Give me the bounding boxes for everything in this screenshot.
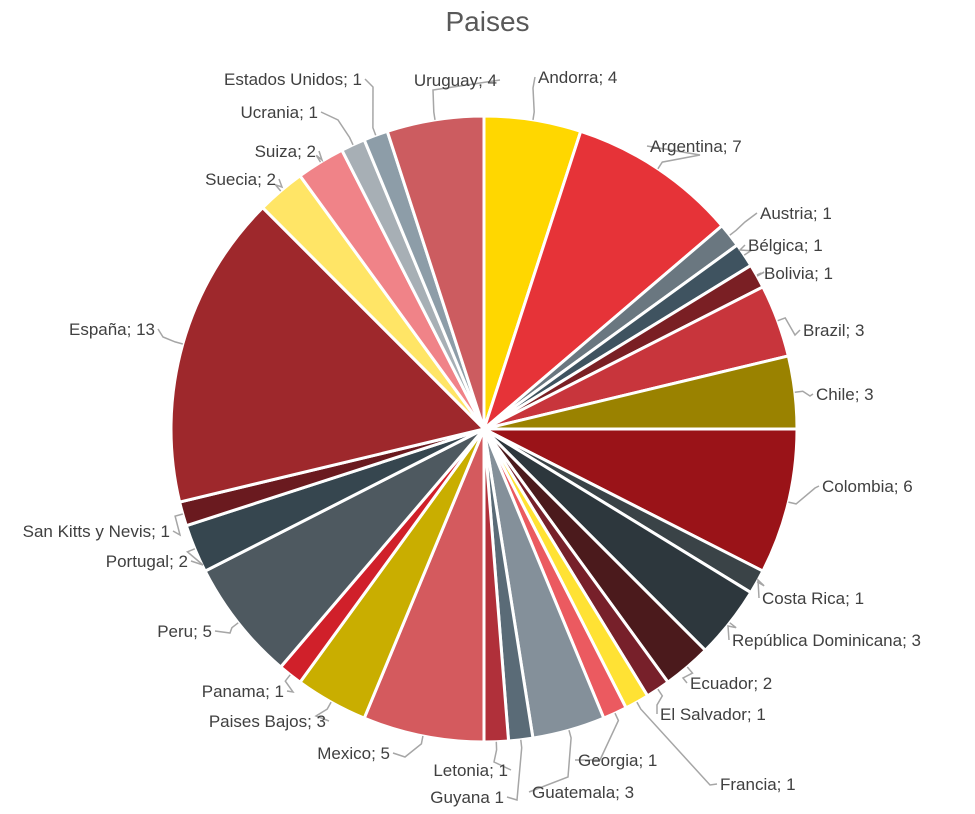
slice-label-rep-blica-dominicana: República Dominicana; 3 bbox=[732, 631, 921, 650]
leader-line-austria bbox=[729, 212, 758, 236]
leader-line-bolivia bbox=[756, 271, 765, 277]
leader-line-el-salvador bbox=[656, 688, 664, 714]
pie-slice-colombia bbox=[483, 427, 799, 574]
slice-label-costa-rica: Costa Rica; 1 bbox=[762, 589, 864, 608]
chart-title: Paises bbox=[445, 6, 530, 37]
leader-line-suiza bbox=[315, 150, 324, 163]
slice-label-b-lgica: Bélgica; 1 bbox=[748, 236, 823, 255]
leader-line-espa-a bbox=[157, 328, 183, 345]
leader-line-georgia bbox=[575, 712, 620, 761]
pie-slice-mexico bbox=[362, 428, 486, 744]
leader-line-guatemala bbox=[528, 730, 572, 793]
slice-label-uruguay: Uruguay; 4 bbox=[414, 71, 497, 90]
leader-line-letonia bbox=[493, 741, 512, 771]
leader-line-argentina bbox=[646, 145, 701, 170]
leader-line-b-lgica bbox=[738, 244, 754, 256]
slice-label-argentina: Argentina; 7 bbox=[650, 137, 742, 156]
slice-label-ucrania: Ucrania; 1 bbox=[241, 103, 318, 122]
pie-slice-peru bbox=[203, 427, 486, 670]
leader-line-ucrania bbox=[320, 111, 354, 146]
pie-slice-uruguay bbox=[385, 114, 486, 430]
leader-line-panama bbox=[284, 674, 295, 694]
leader-line-uruguay bbox=[432, 79, 501, 121]
leader-line-francia bbox=[636, 701, 718, 786]
leader-line-brazil bbox=[777, 316, 801, 337]
slice-label-panama: Panama; 1 bbox=[202, 682, 284, 701]
slice-label-suiza: Suiza; 2 bbox=[255, 142, 316, 161]
slice-label-el-salvador: El Salvador; 1 bbox=[660, 705, 766, 724]
slice-label-letonia: Letonia; 1 bbox=[433, 761, 508, 780]
slice-label-portugal: Portugal; 2 bbox=[106, 552, 188, 571]
slice-label-guatemala: Guatemala; 3 bbox=[532, 783, 634, 802]
leader-line-rep-blica-dominicana bbox=[727, 622, 737, 641]
slice-label-guyana: Guyana 1 bbox=[430, 788, 504, 807]
slice-label-paises-bajos: Paises Bajos; 3 bbox=[209, 712, 326, 731]
leader-line-ecuador bbox=[681, 666, 694, 684]
slice-label-suecia: Suecia; 2 bbox=[205, 170, 276, 189]
leader-line-estados-unidos bbox=[364, 78, 377, 136]
leader-line-chile bbox=[794, 390, 814, 397]
slice-label-chile: Chile; 3 bbox=[816, 385, 874, 404]
slice-label-colombia: Colombia; 6 bbox=[822, 477, 913, 496]
slice-label-mexico: Mexico; 5 bbox=[317, 744, 390, 763]
leader-line-san-kitts-y-nevis bbox=[172, 513, 183, 537]
slice-label-bolivia: Bolivia; 1 bbox=[764, 264, 833, 283]
leader-line-paises-bajos bbox=[314, 701, 332, 722]
slice-label-andorra: Andorra; 4 bbox=[538, 68, 617, 87]
slice-label-estados-unidos: Estados Unidos; 1 bbox=[224, 70, 362, 89]
leader-line-costa-rica bbox=[756, 578, 765, 599]
leader-line-portugal bbox=[185, 548, 204, 566]
slice-label-ecuador: Ecuador; 2 bbox=[690, 674, 772, 693]
slice-label-brazil: Brazil; 3 bbox=[803, 321, 864, 340]
slice-label-espa-a: España; 13 bbox=[69, 320, 155, 339]
pie-slices bbox=[169, 114, 799, 744]
leader-line-colombia bbox=[788, 485, 820, 505]
leader-line-peru bbox=[214, 622, 239, 634]
slice-label-san-kitts-y-nevis: San Kitts y Nevis; 1 bbox=[23, 522, 170, 541]
leader-lines bbox=[157, 76, 820, 801]
leader-line-mexico bbox=[392, 735, 424, 758]
slice-label-austria: Austria; 1 bbox=[760, 204, 832, 223]
leader-line-guyana bbox=[506, 739, 523, 801]
slice-labels: Andorra; 4 Argentina; 7 Austria; 1 Bélgica;… bbox=[23, 68, 921, 807]
slice-label-georgia: Georgia; 1 bbox=[578, 751, 657, 770]
leader-line-andorra bbox=[532, 76, 536, 121]
slice-label-francia: Francia; 1 bbox=[720, 775, 796, 794]
slice-label-peru: Peru; 5 bbox=[157, 622, 212, 641]
leader-line-suecia bbox=[273, 178, 284, 192]
